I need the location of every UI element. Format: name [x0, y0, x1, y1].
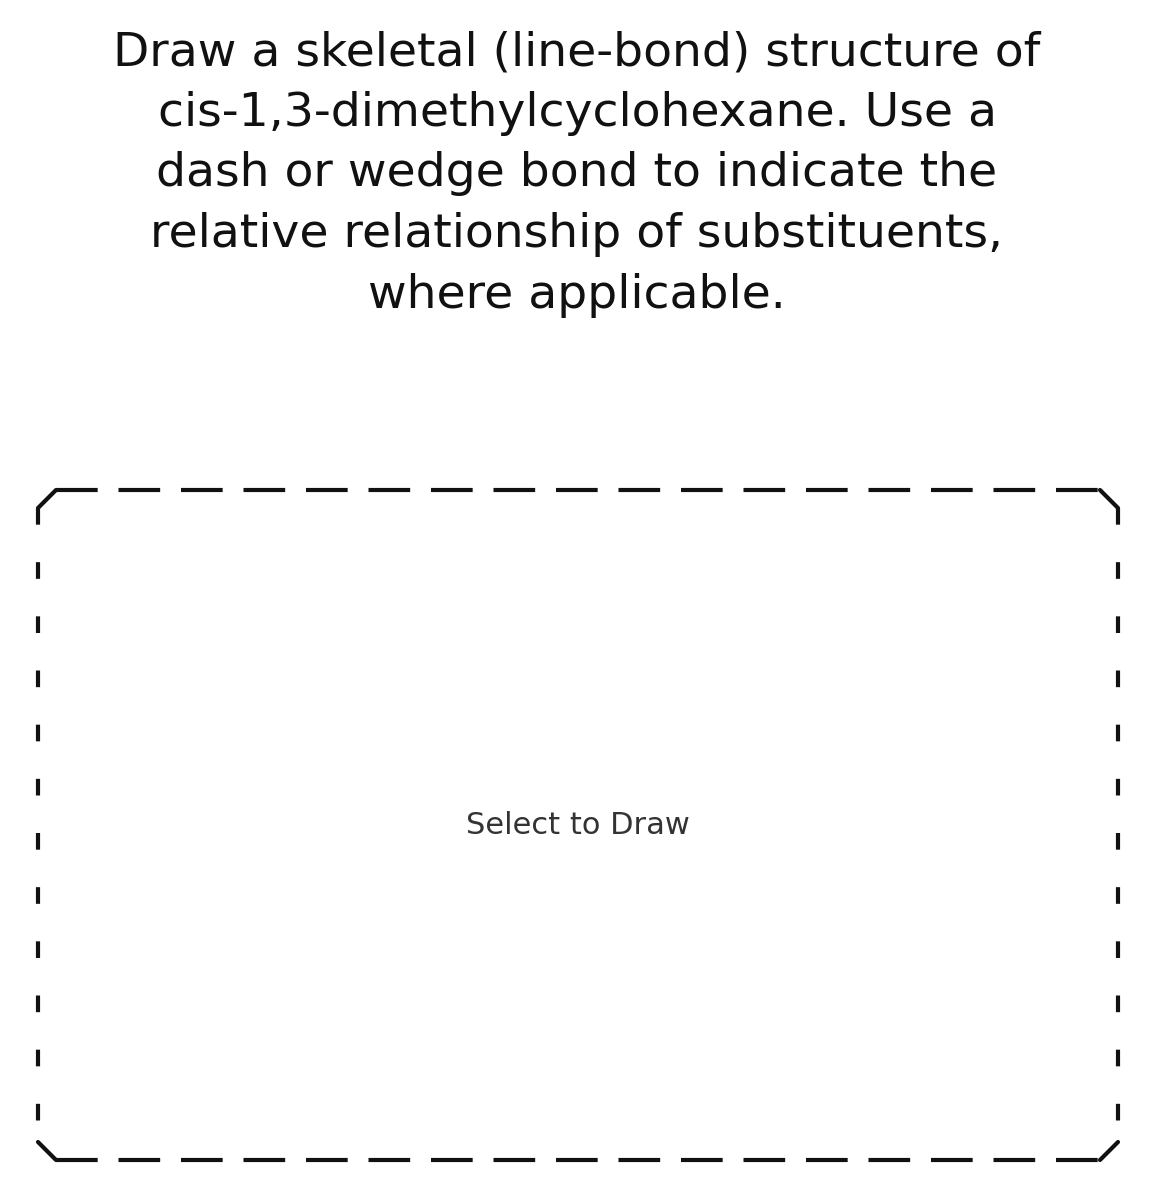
Text: Select to Draw: Select to Draw	[466, 810, 690, 840]
Text: Draw a skeletal (line-bond) structure of
cis-1,3-dimethylcyclohexane. Use a
dash: Draw a skeletal (line-bond) structure of…	[113, 30, 1041, 318]
